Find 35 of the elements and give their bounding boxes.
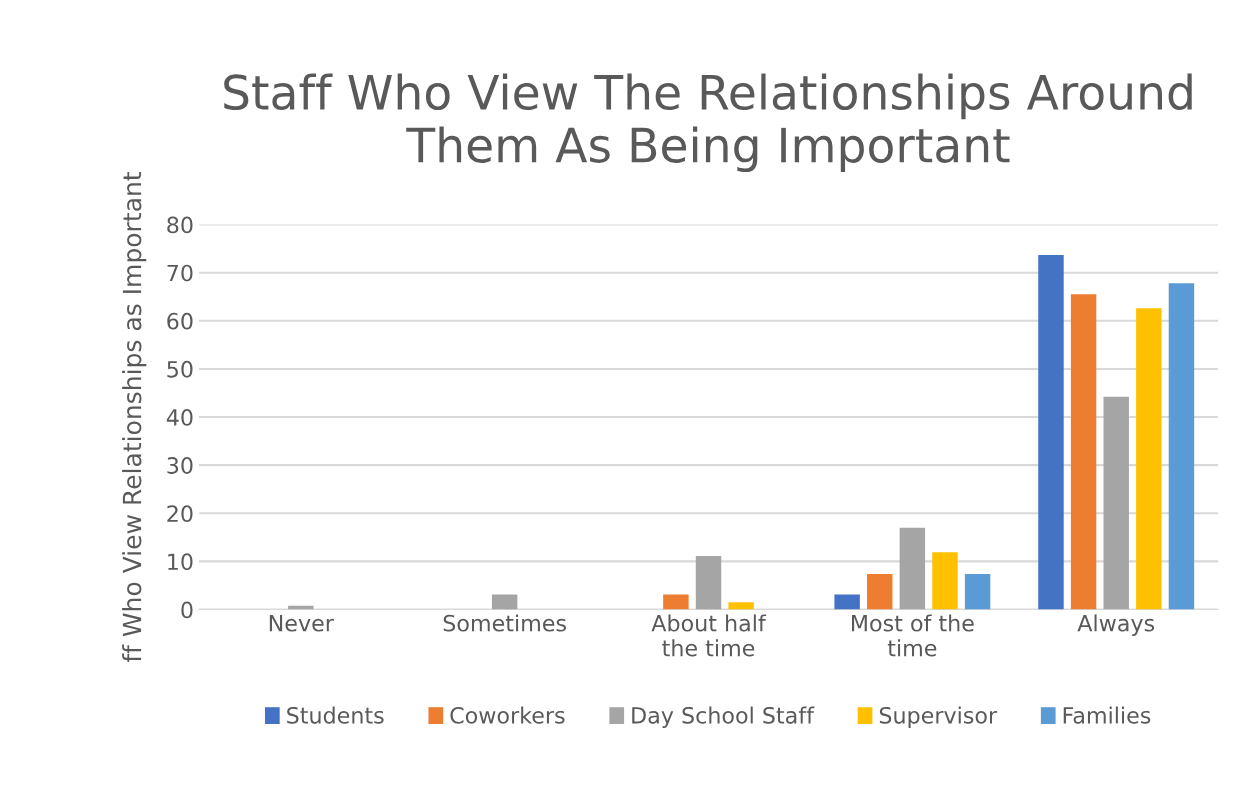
x-tick-label: Never bbox=[269, 615, 334, 632]
y-tick-label: 50 bbox=[167, 360, 193, 378]
legend-label: Families bbox=[1063, 706, 1151, 724]
y-tick-label: 20 bbox=[167, 505, 193, 523]
x-tick-label: Most of the time bbox=[852, 614, 974, 657]
chart-title: Staff Who View The Relationships Around Them As Being Important bbox=[224, 73, 1192, 173]
y-tick-label: 40 bbox=[166, 408, 193, 426]
bar bbox=[1038, 254, 1064, 610]
bar bbox=[932, 552, 958, 610]
x-tick-label: Always bbox=[1077, 614, 1155, 636]
legend-label: Coworkers bbox=[450, 706, 565, 724]
y-tick-label: 30 bbox=[167, 457, 193, 474]
x-tick-label: About half the time bbox=[651, 614, 767, 657]
y-tick-label: 80 bbox=[167, 216, 193, 234]
y-axis-title: ff Who View Relationships as Important bbox=[122, 171, 147, 663]
legend-label: Day School Staff bbox=[632, 706, 815, 729]
y-tick-label: 10 bbox=[168, 553, 193, 571]
bar bbox=[663, 594, 689, 610]
y-tick-label: 0 bbox=[181, 601, 193, 619]
y-tick-label: 60 bbox=[167, 312, 193, 330]
legend-label: Students bbox=[287, 706, 384, 724]
bar bbox=[867, 573, 893, 610]
bar bbox=[1070, 294, 1097, 610]
legend-label: Supervisor bbox=[879, 706, 998, 729]
bar bbox=[695, 556, 722, 610]
bar bbox=[1168, 283, 1195, 610]
bar bbox=[1103, 396, 1129, 610]
bar bbox=[491, 594, 518, 610]
x-tick-label: Sometimes bbox=[443, 614, 566, 632]
bar bbox=[964, 573, 991, 610]
bar bbox=[728, 602, 754, 610]
y-tick-label: 70 bbox=[167, 264, 193, 282]
bar bbox=[899, 527, 926, 610]
bar bbox=[834, 594, 860, 610]
bar bbox=[1136, 308, 1162, 610]
